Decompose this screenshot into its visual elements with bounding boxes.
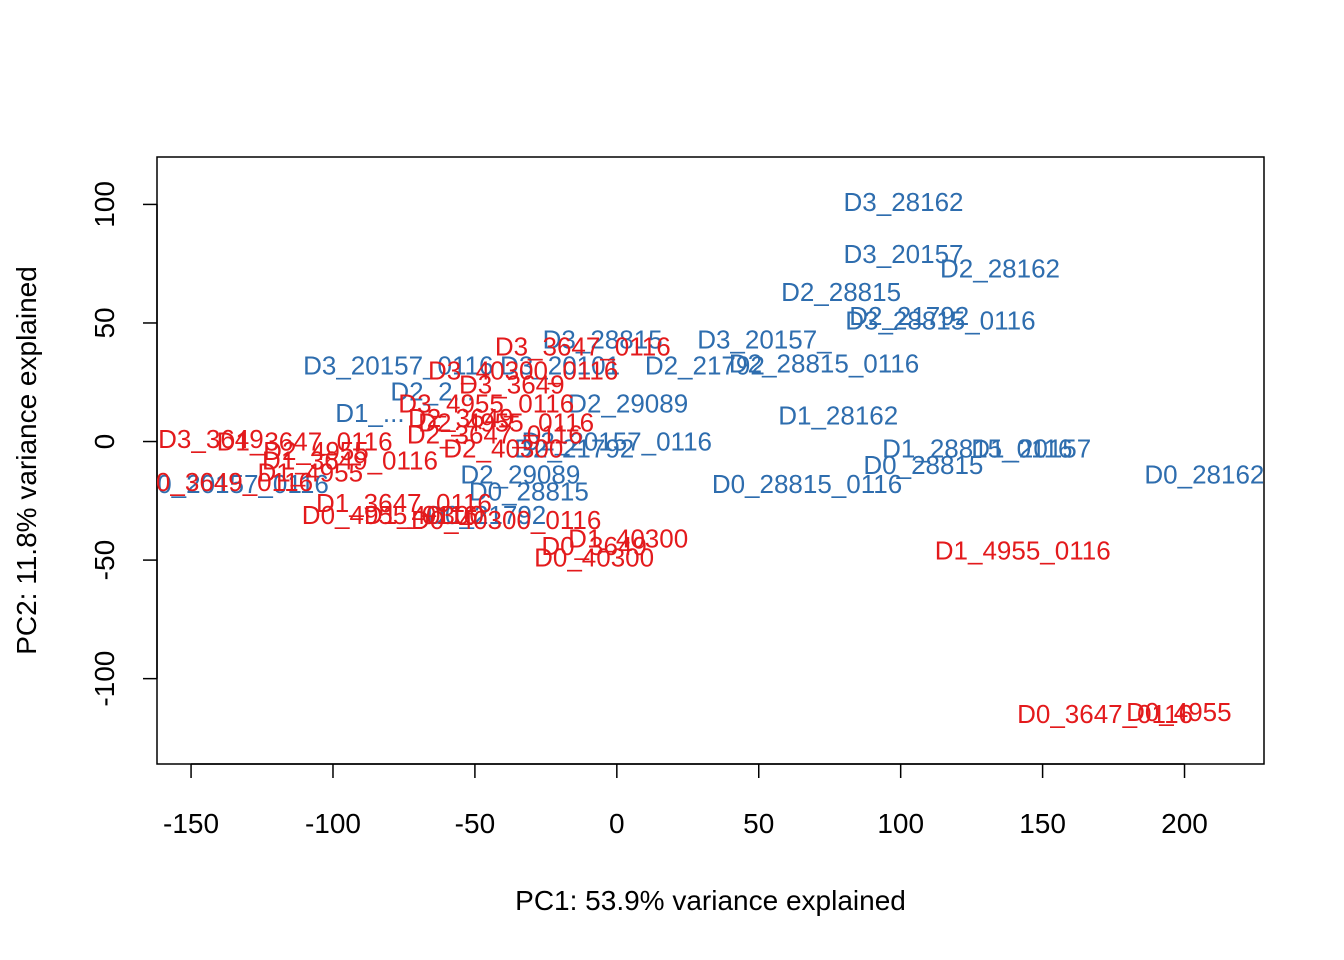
x-tick-label: 200 <box>1161 808 1208 839</box>
point-label: D2_28815_0116 <box>729 348 919 378</box>
x-tick-label: -100 <box>305 808 361 839</box>
point-label: D1_3649_0116 <box>262 446 438 476</box>
point-label: D1_40300 <box>568 524 688 554</box>
point-label: D0_3649_0116 <box>137 467 313 497</box>
point-label: D2_20157_0116 <box>522 427 712 457</box>
point-label: D3_3649 <box>158 424 264 454</box>
point-label: D0_40300 <box>534 543 654 573</box>
point-label: D2_28162 <box>940 253 1060 283</box>
point-label: D2_21792 <box>849 301 969 331</box>
x-tick-label: -50 <box>455 808 495 839</box>
point-label: D3_28815_0116 <box>845 306 1035 336</box>
point-label: D3_20157_ <box>697 325 832 355</box>
y-tick-label: 100 <box>89 181 120 228</box>
point-label: D2_4955 <box>263 436 369 466</box>
point-label: D2_4955_0116 <box>418 408 594 438</box>
point-label: D2_2... <box>390 377 474 407</box>
point-label: D3_40300_0116 <box>428 355 618 385</box>
point-label: D0_28815 <box>469 476 589 506</box>
point-label: D0_3647_0116 <box>1017 699 1193 729</box>
y-tick-label: 0 <box>89 434 120 450</box>
y-tick-label: 50 <box>89 307 120 338</box>
point-label: D3_20157_0116 <box>303 351 493 381</box>
y-tick-label: -50 <box>89 540 120 580</box>
point-label: D3_3649 <box>459 370 565 400</box>
x-tick-label: 0 <box>609 808 625 839</box>
point-label: D1_3647_0116 <box>217 427 393 457</box>
point-label: D0_28815_0116 <box>712 469 902 499</box>
point-label: D2_3649 <box>408 403 514 433</box>
point-label: D2_29089 <box>568 389 688 419</box>
point-label: D1_40300 <box>364 500 484 530</box>
point-label: D0_28815 <box>863 450 983 480</box>
point-label: D3_4955_0116 <box>398 389 574 419</box>
point-label: D1_4955 <box>258 457 364 487</box>
point-label: D0_28162 <box>1144 460 1264 490</box>
point-label: D1_3647_0116 <box>316 488 492 518</box>
point-label: D0_40300_0116 <box>411 505 601 535</box>
x-axis: -150 -100 -50 0 50 100 150 200 <box>163 763 1208 839</box>
point-label: D3_28162 <box>844 187 964 217</box>
x-tick-label: 50 <box>743 808 774 839</box>
point-label: D3_3647_0116 <box>495 332 671 362</box>
point-label: D2_29089 <box>460 460 580 490</box>
point-label: D1_... <box>335 398 404 428</box>
point-label: D2_28815 <box>781 277 901 307</box>
y-axis-title: PC2: 11.8% variance explained <box>11 266 42 655</box>
point-label: D2_40300 <box>443 434 563 464</box>
y-axis: -100 -50 0 50 100 <box>89 181 158 707</box>
point-label: D3_28815 <box>543 325 663 355</box>
point-label: D0_4955 <box>1126 697 1232 727</box>
point-label: D0_20157_0116 <box>138 469 328 499</box>
point-label: D1_28815_0116 <box>882 434 1072 464</box>
x-tick-label: 100 <box>877 808 924 839</box>
y-tick-label: -100 <box>89 651 120 707</box>
point-label: D2_21792 <box>645 351 765 381</box>
x-tick-label: -150 <box>163 808 219 839</box>
point-label: D2_21792 <box>514 434 634 464</box>
point-label: D1_20157 <box>971 434 1091 464</box>
point-label: D0_3649 <box>541 531 647 561</box>
x-tick-label: 150 <box>1019 808 1066 839</box>
point-labels: D3_28162D3_20157D2_28162D2_28815D2_21792… <box>137 187 1264 729</box>
point-label: D2_3647_0116 <box>407 419 583 449</box>
x-axis-title: PC1: 53.9% variance explained <box>515 885 906 916</box>
point-label: D3_20101 <box>500 351 620 381</box>
point-label: D1_4955_0116 <box>935 536 1111 566</box>
point-label: D3_20157 <box>844 239 964 269</box>
point-label: D0_21792 <box>426 500 546 530</box>
point-label: D1_28162 <box>778 400 898 430</box>
point-label: D0_4955_0116 <box>302 500 478 530</box>
